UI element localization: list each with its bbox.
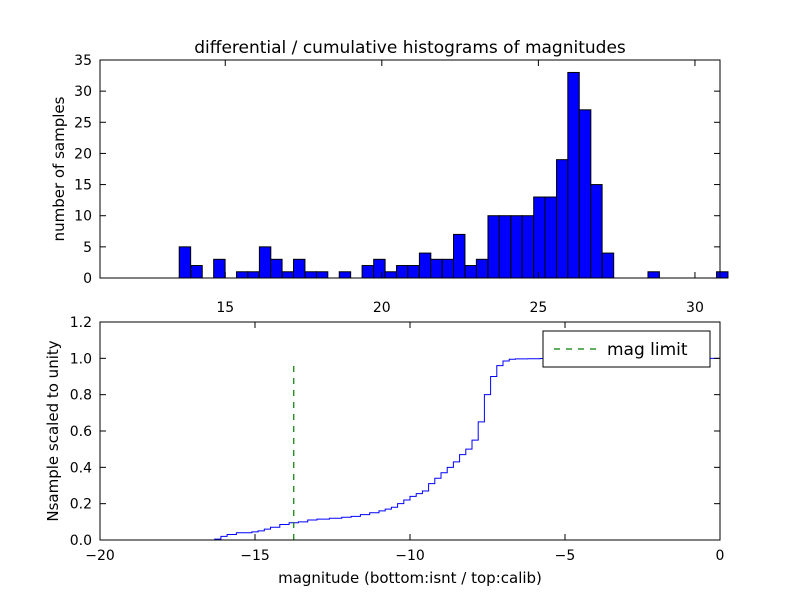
y-tick-label: 0.0	[70, 533, 92, 549]
histogram-bar	[338, 271, 352, 279]
x-tick-label: −5	[555, 548, 576, 564]
histogram-bar	[315, 271, 329, 279]
histogram-bar	[498, 215, 512, 279]
y-tick-label: 0	[83, 271, 92, 287]
legend-label: mag limit	[607, 340, 688, 360]
histogram-bar	[247, 271, 260, 279]
histogram-bar	[304, 271, 318, 279]
x-tick-label: 15	[216, 300, 234, 316]
histogram-bar	[396, 265, 409, 279]
histogram-bar	[270, 258, 283, 279]
histogram-bar	[441, 258, 455, 279]
y-tick-label: 0.6	[70, 424, 92, 440]
histogram-bar	[533, 196, 546, 279]
histogram-bar	[647, 271, 660, 279]
y-tick-label: 20	[74, 146, 92, 162]
histogram-bar	[510, 215, 523, 279]
bottom-ticks: −20 −15 −10 −5 0 0.0 0.2 0.4 0.6 0.8 1.0 1.2	[70, 315, 725, 564]
histogram-bar	[407, 265, 420, 279]
x-tick-label: −10	[395, 548, 425, 564]
histogram-bar	[521, 215, 535, 279]
histogram-bar	[601, 252, 615, 279]
histogram-bar	[475, 258, 489, 279]
bottom-line-group	[100, 357, 721, 541]
histogram-bar	[361, 265, 375, 279]
bottom-xlabel: magnitude (bottom:isnt / top:calib)	[278, 569, 542, 587]
top-ticks: 15 20 25 30 0 5 10 15 20 25 30 35	[74, 53, 720, 316]
top-bars	[178, 71, 729, 279]
x-tick-label: 20	[373, 300, 391, 316]
histogram-bar	[293, 258, 306, 279]
top-ylabel: number of samples	[50, 96, 68, 241]
y-tick-label: 30	[74, 84, 92, 100]
histogram-bar	[190, 265, 203, 279]
y-tick-label: 1.0	[70, 351, 92, 367]
y-tick-label: 25	[74, 115, 92, 131]
x-tick-label: 25	[529, 300, 547, 316]
histogram-bar	[430, 258, 443, 279]
y-tick-label: 0.2	[70, 497, 92, 513]
x-tick-label: 0	[716, 548, 725, 564]
y-tick-label: 10	[74, 209, 92, 225]
histogram-bar	[258, 246, 272, 279]
histogram-bar	[556, 159, 569, 279]
histogram-bar	[487, 215, 500, 279]
histogram-bar	[178, 246, 192, 279]
x-tick-label: 30	[686, 300, 704, 316]
histogram-bar	[418, 252, 432, 279]
y-tick-label: 0.4	[70, 460, 92, 476]
histogram-bar	[236, 271, 249, 279]
y-tick-label: 1.2	[70, 315, 92, 331]
y-tick-label: 35	[74, 53, 92, 69]
legend: mag limit	[542, 330, 711, 368]
histogram-bar	[716, 271, 729, 279]
y-tick-label: 0.8	[70, 388, 92, 404]
top-plot-frame	[99, 59, 721, 279]
y-tick-label: 5	[83, 240, 92, 256]
y-tick-label: 15	[74, 178, 92, 194]
histogram-bar	[384, 271, 397, 279]
histogram-bar	[464, 265, 478, 279]
histogram-bar	[213, 258, 226, 279]
bottom-ylabel: Nsample scaled to unity	[44, 340, 62, 521]
histogram-bar	[544, 196, 557, 279]
histogram-bar	[567, 71, 580, 279]
histogram-bar	[453, 233, 466, 279]
x-tick-label: −20	[85, 548, 115, 564]
chart-title: differential / cumulative histograms of …	[194, 38, 626, 58]
histogram-bar	[281, 271, 295, 279]
histogram-bar	[373, 258, 386, 279]
cumulative-step-line	[100, 357, 721, 541]
histogram-bar	[578, 109, 592, 279]
x-tick-label: −15	[240, 548, 270, 564]
histogram-bar	[590, 184, 603, 279]
